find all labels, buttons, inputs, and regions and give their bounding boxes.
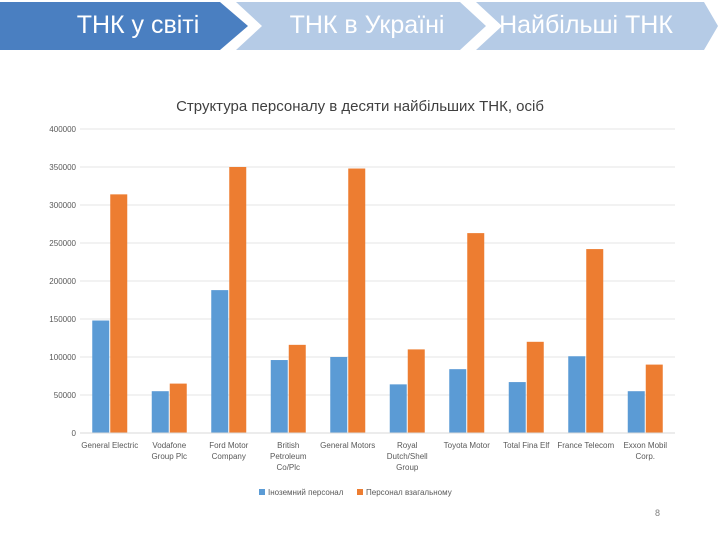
bar-series-1-cat-4 xyxy=(348,168,366,433)
page-number: 8 xyxy=(655,508,661,518)
y-tick-label: 150000 xyxy=(49,315,76,324)
y-tick-label: 200000 xyxy=(49,277,76,286)
tab-ukraine-tnk-label: ТНК в Україні xyxy=(290,11,445,39)
x-category-label: France Telecom xyxy=(557,441,614,450)
x-axis-categories: General Electric Vodafone Group Plc Ford Mo… xyxy=(81,441,667,472)
x-category-label: General Motors xyxy=(320,441,375,450)
legend-swatch-total-staff xyxy=(357,489,363,495)
bar-series-0-cat-9 xyxy=(627,391,645,433)
y-tick-label: 50000 xyxy=(54,391,77,400)
chart-title: Структура персоналу в десяти найбільших … xyxy=(176,98,544,115)
tab-largest-tnk-label: Найбільші ТНК xyxy=(499,11,673,39)
chart-legend: Іноземний персонал Персонал взагальному xyxy=(259,488,452,497)
y-tick-label: 400000 xyxy=(49,125,76,134)
legend-label-foreign-staff: Іноземний персонал xyxy=(268,488,344,497)
bar-series-1-cat-1 xyxy=(169,383,187,433)
y-tick-label: 300000 xyxy=(49,201,76,210)
bar-series-0-cat-3 xyxy=(270,360,288,433)
bar-series-1-cat-6 xyxy=(467,233,485,433)
bar-series-1-cat-2 xyxy=(229,167,247,433)
x-category-label: General Electric xyxy=(81,441,138,450)
chart-bars xyxy=(92,167,663,433)
legend-label-total-staff: Персонал взагальному xyxy=(366,488,452,497)
chart-gridlines xyxy=(80,128,675,396)
legend-swatch-foreign-staff xyxy=(259,489,265,495)
x-category-label: Royal Dutch/Shell Group xyxy=(387,441,428,472)
bar-series-1-cat-0 xyxy=(110,194,128,433)
tab-largest-tnk[interactable] xyxy=(476,2,718,50)
x-category-label: British Petroleum Co/Plc xyxy=(270,441,307,472)
bar-series-0-cat-6 xyxy=(449,369,467,433)
bar-series-1-cat-9 xyxy=(645,364,663,433)
y-tick-label: 100000 xyxy=(49,353,76,362)
bar-series-1-cat-3 xyxy=(288,344,306,433)
bar-series-0-cat-0 xyxy=(92,320,110,433)
bar-series-0-cat-4 xyxy=(330,357,348,433)
y-axis-ticks: 0 50000 100000 150000 200000 250000 300000 3500… xyxy=(49,125,76,438)
x-category-label: Vodafone Group Plc xyxy=(151,441,187,461)
y-tick-label: 250000 xyxy=(49,239,76,248)
x-category-label: Exxon Mobil Corp. xyxy=(623,441,667,461)
top-navigation: ТНК у світі ТНК в Україні Найбільші ТНК xyxy=(0,2,718,50)
bar-series-0-cat-7 xyxy=(508,382,526,433)
bar-series-1-cat-8 xyxy=(586,249,604,433)
tab-ukraine-tnk[interactable] xyxy=(236,2,486,50)
bar-series-0-cat-2 xyxy=(211,290,229,433)
bar-series-0-cat-8 xyxy=(568,356,586,433)
bar-series-0-cat-5 xyxy=(389,384,407,433)
x-category-label: Toyota Motor xyxy=(444,441,491,450)
y-tick-label: 0 xyxy=(72,429,77,438)
bar-series-0-cat-1 xyxy=(151,391,169,433)
bar-series-1-cat-7 xyxy=(526,341,544,433)
bar-series-1-cat-5 xyxy=(407,349,425,433)
y-tick-label: 350000 xyxy=(49,163,76,172)
tab-world-tnk-label: ТНК у світі xyxy=(77,11,200,39)
tab-world-tnk[interactable] xyxy=(0,2,248,50)
x-category-label: Ford Motor Company xyxy=(209,441,248,461)
x-category-label: Total Fina Elf xyxy=(503,441,550,450)
